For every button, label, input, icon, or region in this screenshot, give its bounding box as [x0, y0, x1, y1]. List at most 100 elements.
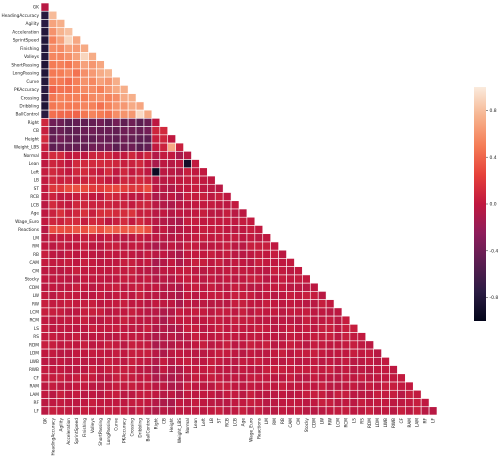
heatmap-cell — [214, 389, 224, 399]
heatmap-cell — [56, 76, 66, 86]
heatmap-cell — [104, 200, 113, 210]
heatmap-cell — [167, 200, 176, 210]
heatmap-cell — [56, 398, 66, 408]
heatmap-cell — [135, 324, 145, 333]
heatmap-cell — [183, 406, 192, 416]
heatmap-cell — [302, 406, 311, 416]
heatmap-cell — [365, 340, 374, 350]
heatmap-cell — [80, 332, 89, 342]
heatmap-cell — [302, 324, 311, 333]
heatmap-cell — [151, 175, 161, 185]
heatmap-cell — [207, 183, 216, 193]
heatmap-cell — [222, 249, 232, 259]
heatmap-cell — [191, 398, 200, 408]
heatmap-cell — [262, 365, 271, 375]
heatmap-cell — [104, 85, 113, 94]
heatmap-cell — [96, 118, 105, 127]
heatmap-cell — [302, 348, 311, 358]
heatmap-cell — [135, 109, 145, 119]
heatmap-cell — [278, 357, 287, 366]
x-tick-label: GK — [42, 418, 48, 424]
heatmap-cell — [309, 373, 319, 383]
heatmap-cell — [48, 109, 58, 119]
heatmap-cell — [349, 398, 359, 408]
heatmap-cell — [151, 249, 161, 259]
heatmap-cell — [48, 291, 58, 300]
y-tick-label: RWB — [29, 367, 39, 373]
heatmap-cell — [127, 241, 137, 251]
heatmap-cell — [341, 365, 351, 375]
heatmap-cell — [317, 398, 327, 408]
heatmap-cell — [64, 200, 73, 210]
heatmap-cell — [151, 118, 161, 127]
heatmap-cell — [278, 398, 287, 408]
heatmap-cell — [325, 406, 335, 416]
heatmap-cell — [420, 406, 430, 416]
heatmap-cell — [230, 381, 240, 391]
heatmap-cell — [56, 19, 66, 29]
heatmap-cell — [325, 340, 335, 350]
colorbar-gradient — [474, 87, 486, 321]
heatmap-cell — [207, 299, 216, 309]
heatmap-cell — [48, 60, 58, 70]
heatmap-cell — [230, 208, 240, 218]
heatmap-cell — [381, 357, 390, 366]
heatmap-cell — [48, 258, 58, 267]
y-tick-label: Lean — [29, 161, 40, 167]
heatmap-cell — [127, 151, 137, 160]
heatmap-cell — [246, 249, 256, 259]
heatmap-cell — [183, 241, 192, 251]
heatmap-cell — [111, 118, 121, 127]
heatmap-cell — [88, 241, 97, 251]
heatmap-cell — [88, 406, 97, 416]
heatmap-cell — [230, 332, 240, 342]
heatmap-cell — [238, 332, 248, 342]
heatmap-cell — [40, 68, 50, 78]
heatmap-cell — [56, 249, 66, 259]
heatmap-cell — [222, 381, 232, 391]
heatmap-cell — [104, 332, 113, 342]
heatmap-cell — [175, 381, 184, 391]
heatmap-cell — [183, 324, 192, 333]
heatmap-cell — [222, 389, 232, 399]
heatmap-cell — [214, 266, 224, 276]
heatmap-cell — [40, 2, 50, 12]
heatmap-cell — [270, 315, 279, 325]
heatmap-cell — [96, 225, 105, 235]
heatmap-cell — [333, 398, 343, 408]
heatmap-cell — [104, 381, 113, 391]
heatmap-cell — [64, 389, 73, 399]
heatmap-cell — [72, 282, 81, 292]
heatmap-cell — [72, 85, 81, 94]
heatmap-cell — [238, 357, 248, 366]
heatmap-cell — [56, 43, 66, 53]
heatmap-cell — [373, 357, 382, 366]
heatmap-cell — [183, 233, 192, 243]
heatmap-cell — [183, 266, 192, 276]
heatmap-cell — [104, 208, 113, 218]
heatmap-cell — [111, 315, 121, 325]
heatmap-cell — [175, 159, 184, 169]
heatmap-cell — [238, 241, 248, 251]
heatmap-cell — [80, 134, 89, 144]
heatmap-cell — [373, 398, 382, 408]
heatmap-cell — [56, 142, 66, 152]
heatmap-cell — [48, 340, 58, 350]
y-tick-label: Right — [28, 120, 40, 126]
heatmap-cell — [151, 167, 161, 177]
heatmap-cell — [64, 299, 73, 309]
heatmap-cell — [48, 126, 58, 136]
heatmap-cell — [80, 208, 89, 218]
heatmap-cell — [333, 348, 343, 358]
heatmap-cell — [96, 216, 105, 226]
heatmap-cell — [151, 216, 161, 226]
heatmap-cell — [183, 307, 192, 317]
heatmap-cell — [183, 208, 192, 218]
heatmap-cell — [127, 348, 137, 358]
heatmap-cell — [151, 406, 161, 416]
colorbar-tick-label: 0.0 — [490, 202, 497, 208]
heatmap-cell — [286, 389, 295, 399]
heatmap-cell — [286, 398, 295, 408]
heatmap-cell — [64, 134, 73, 144]
heatmap-cell — [333, 357, 343, 366]
